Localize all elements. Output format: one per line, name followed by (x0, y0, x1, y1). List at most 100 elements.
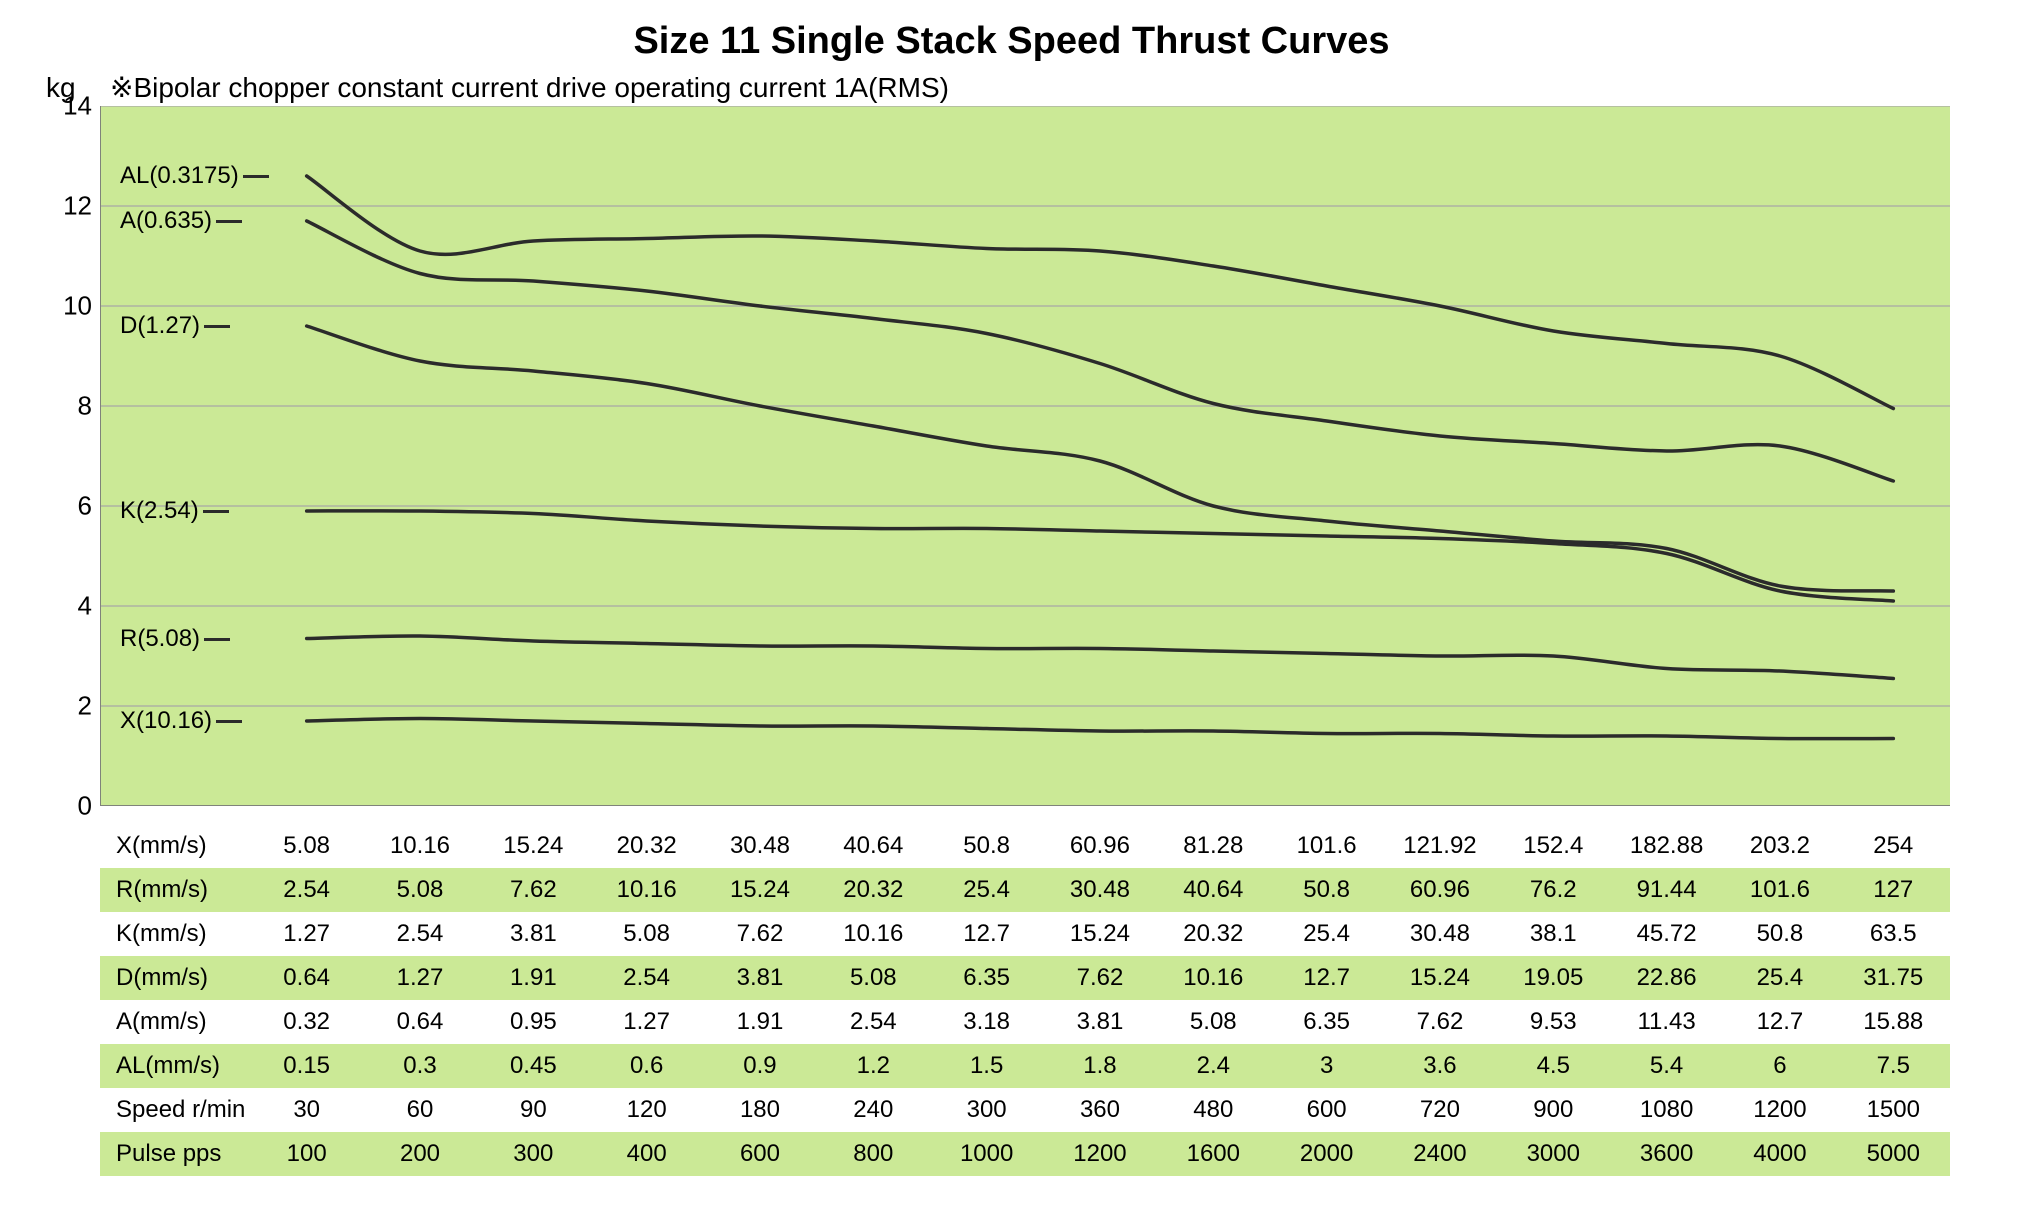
table-cell: 6.35 (1270, 1008, 1383, 1036)
table-cell: 1600 (1157, 1140, 1270, 1168)
table-cell: 7.62 (477, 876, 590, 904)
table-cell: 30.48 (703, 832, 816, 860)
row-label: X(mm/s) (100, 832, 250, 860)
series-label: AL(0.3175) (120, 162, 273, 190)
data-table: X(mm/s)5.0810.1615.2420.3230.4840.6450.8… (100, 824, 1950, 1176)
table-cell: 10.16 (817, 920, 930, 948)
row-label: Speed r/min (100, 1096, 250, 1124)
table-cell: 0.64 (250, 964, 363, 992)
table-cell: 15.24 (477, 832, 590, 860)
table-cell: 3 (1270, 1052, 1383, 1080)
table-cell: 200 (363, 1140, 476, 1168)
chart-note: ※Bipolar chopper constant current drive … (110, 71, 949, 104)
y-tick-label: 14 (63, 91, 92, 122)
table-cell: 7.5 (1837, 1052, 1950, 1080)
table-row: Pulse pps1002003004006008001000120016002… (100, 1132, 1950, 1176)
table-cell: 300 (930, 1096, 1043, 1124)
y-tick-label: 8 (78, 391, 92, 422)
table-cell: 101.6 (1723, 876, 1836, 904)
table-cell: 152.4 (1497, 832, 1610, 860)
table-cell: 3000 (1497, 1140, 1610, 1168)
table-cell: 0.9 (703, 1052, 816, 1080)
y-tick-label: 0 (78, 791, 92, 822)
table-cell: 22.86 (1610, 964, 1723, 992)
row-label: R(mm/s) (100, 876, 250, 904)
table-cell: 7.62 (1043, 964, 1156, 992)
table-cell: 180 (703, 1096, 816, 1124)
y-tick-label: 4 (78, 591, 92, 622)
table-cell: 60.96 (1043, 832, 1156, 860)
table-cell: 50.8 (930, 832, 1043, 860)
table-cell: 20.32 (1157, 920, 1270, 948)
table-cell: 40.64 (1157, 876, 1270, 904)
table-cell: 240 (817, 1096, 930, 1124)
table-cell: 6 (1723, 1052, 1836, 1080)
table-cell: 1.27 (590, 1008, 703, 1036)
table-cell: 60 (363, 1096, 476, 1124)
table-cell: 0.32 (250, 1008, 363, 1036)
table-cell: 182.88 (1610, 832, 1723, 860)
row-label: D(mm/s) (100, 964, 250, 992)
table-cell: 600 (703, 1140, 816, 1168)
table-cell: 203.2 (1723, 832, 1836, 860)
table-cell: 254 (1837, 832, 1950, 860)
table-cell: 0.15 (250, 1052, 363, 1080)
table-cell: 81.28 (1157, 832, 1270, 860)
table-cell: 5.08 (590, 920, 703, 948)
table-cell: 7.62 (703, 920, 816, 948)
table-cell: 5.08 (817, 964, 930, 992)
y-tick-label: 12 (63, 191, 92, 222)
page: Size 11 Single Stack Speed Thrust Curves… (0, 0, 2023, 1216)
table-cell: 30.48 (1043, 876, 1156, 904)
table-row: K(mm/s)1.272.543.815.087.6210.1612.715.2… (100, 912, 1950, 956)
table-cell: 1500 (1837, 1096, 1950, 1124)
table-cell: 10.16 (363, 832, 476, 860)
y-tick-label: 10 (63, 291, 92, 322)
table-row: AL(mm/s)0.150.30.450.60.91.21.51.82.433.… (100, 1044, 1950, 1088)
table-cell: 0.3 (363, 1052, 476, 1080)
table-cell: 600 (1270, 1096, 1383, 1124)
table-cell: 12.7 (1723, 1008, 1836, 1036)
table-row: A(mm/s)0.320.640.951.271.912.543.183.815… (100, 1000, 1950, 1044)
table-cell: 38.1 (1497, 920, 1610, 948)
chart-plot: AL(0.3175)A(0.635)D(1.27)K(2.54)R(5.08)X… (100, 106, 1950, 806)
table-cell: 25.4 (930, 876, 1043, 904)
table-cell: 31.75 (1837, 964, 1950, 992)
table-cell: 2.54 (250, 876, 363, 904)
table-cell: 1000 (930, 1140, 1043, 1168)
table-row: R(mm/s)2.545.087.6210.1615.2420.3225.430… (100, 868, 1950, 912)
table-cell: 4.5 (1497, 1052, 1610, 1080)
table-cell: 0.45 (477, 1052, 590, 1080)
table-cell: 120 (590, 1096, 703, 1124)
table-cell: 5.4 (1610, 1052, 1723, 1080)
table-cell: 30.48 (1383, 920, 1496, 948)
table-cell: 1080 (1610, 1096, 1723, 1124)
table-cell: 25.4 (1270, 920, 1383, 948)
y-tick-label: 2 (78, 691, 92, 722)
table-cell: 480 (1157, 1096, 1270, 1124)
table-cell: 1200 (1723, 1096, 1836, 1124)
series-label: X(10.16) (120, 707, 246, 735)
series-label: A(0.635) (120, 207, 246, 235)
table-cell: 3.18 (930, 1008, 1043, 1036)
table-cell: 15.24 (1383, 964, 1496, 992)
table-cell: 3.81 (1043, 1008, 1156, 1036)
table-row: D(mm/s)0.641.271.912.543.815.086.357.621… (100, 956, 1950, 1000)
table-cell: 0.64 (363, 1008, 476, 1036)
table-cell: 10.16 (1157, 964, 1270, 992)
table-cell: 800 (817, 1140, 930, 1168)
table-cell: 1.8 (1043, 1052, 1156, 1080)
table-cell: 19.05 (1497, 964, 1610, 992)
table-row: X(mm/s)5.0810.1615.2420.3230.4840.6450.8… (100, 824, 1950, 868)
series-label: K(2.54) (120, 497, 233, 525)
table-cell: 360 (1043, 1096, 1156, 1124)
row-label: A(mm/s) (100, 1008, 250, 1036)
table-cell: 6.35 (930, 964, 1043, 992)
table-cell: 121.92 (1383, 832, 1496, 860)
table-cell: 3600 (1610, 1140, 1723, 1168)
table-cell: 11.43 (1610, 1008, 1723, 1036)
table-cell: 3.81 (703, 964, 816, 992)
table-cell: 12.7 (1270, 964, 1383, 992)
table-cell: 20.32 (817, 876, 930, 904)
table-cell: 15.24 (703, 876, 816, 904)
